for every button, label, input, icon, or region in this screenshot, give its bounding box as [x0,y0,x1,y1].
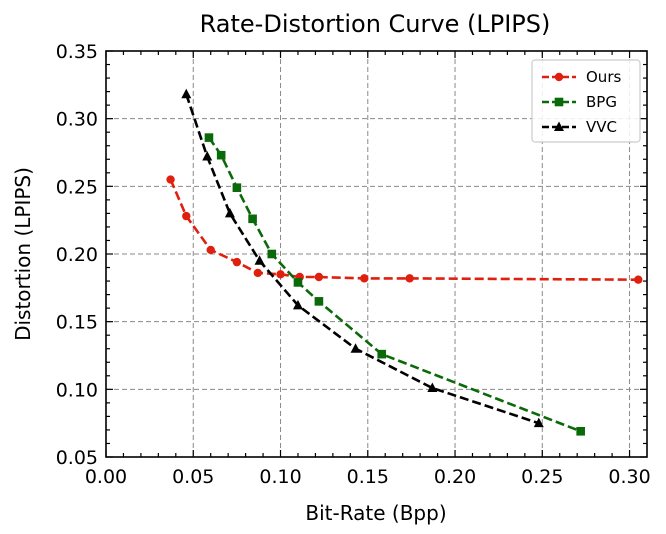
y-tick-label: 0.20 [56,244,98,266]
y-tick-label: 0.15 [56,312,98,334]
data-point-vvc [350,343,361,353]
data-point-bpg [232,183,242,192]
series-bpg [204,133,585,436]
data-point-vvc [533,417,544,428]
y-tick-label: 0.10 [56,379,98,401]
data-point-vvc [254,255,265,265]
series-line-bpg [207,136,582,433]
legend-label-bpg: BPG [586,93,617,111]
data-point-ours [360,274,369,283]
y-tick-label: 0.30 [56,109,98,131]
data-point-vvc [181,88,192,99]
series-ours [166,175,643,284]
data-point-vvc [292,299,303,310]
y-axis-label: Distortion (LPIPS) [11,167,35,341]
data-point-ours [166,175,175,184]
legend-marker-bpg [554,97,564,107]
legend-marker-ours [554,72,564,82]
series-layer [166,88,643,436]
data-point-ours [405,274,414,283]
series-vvc [181,88,544,428]
x-tick-label: 0.15 [347,466,389,488]
x-tick-label: 0.10 [259,466,301,488]
data-point-bpg [248,214,257,224]
y-tick-label: 0.25 [56,176,98,198]
legend-label-vvc: VVC [586,118,617,136]
data-point-vvc [427,382,438,392]
data-point-vvc [202,151,213,161]
x-tick-label: 0.05 [172,466,214,488]
data-point-ours [253,268,263,278]
ticks: 0.00 0.05 0.10 0.15 0.20 0.25 0.300.050.100.15… [56,41,651,488]
data-point-ours [232,257,242,267]
data-point-ours [276,270,285,279]
data-point-bpg [293,278,303,287]
y-tick-label: 0.35 [56,41,98,63]
x-tick-label: 0.00 [85,466,127,488]
legend-label-ours: Ours [586,68,621,86]
x-tick-label: 0.30 [608,466,650,488]
y-tick-label: 0.05 [56,447,98,469]
legend-marker-vvc [554,121,564,131]
data-point-bpg [576,426,585,436]
x-axis-label: Bit-Rate (Bpp) [305,501,446,525]
data-point-ours [634,275,643,284]
data-point-bpg [216,150,226,160]
x-tick-label: 0.20 [434,466,476,488]
data-point-vvc [224,207,235,218]
data-point-bpg [204,133,214,142]
data-point-ours [182,211,191,221]
legend: Ours BPG VVC [531,59,641,143]
x-tick-label: 0.25 [521,466,563,488]
data-point-ours [206,245,215,255]
chart-title: Rate-Distortion Curve (LPIPS) [200,10,551,38]
data-point-bpg [267,249,277,259]
data-point-ours [314,272,324,282]
data-point-bpg [314,297,324,306]
series-line-vvc [185,93,540,425]
data-point-bpg [377,349,387,359]
